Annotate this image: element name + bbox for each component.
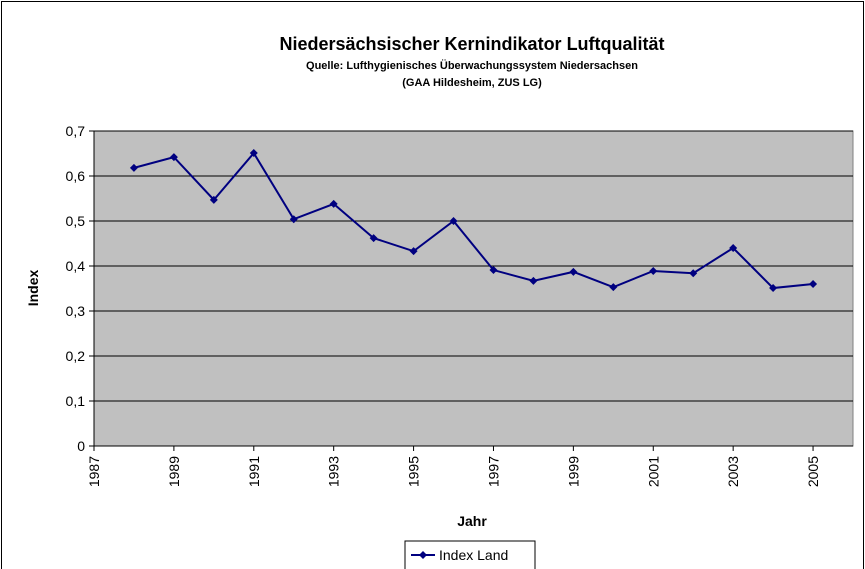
y-tick-label: 0: [77, 438, 85, 454]
data-point: [129, 163, 138, 172]
x-tick-label: 1997: [485, 456, 501, 487]
data-point: [249, 149, 258, 158]
y-axis-label: Index: [25, 270, 41, 307]
y-tick-label: 0,5: [66, 213, 86, 229]
y-tick-label: 0,4: [66, 258, 86, 274]
data-point: [449, 217, 458, 225]
data-point: [809, 280, 818, 288]
x-tick-label: 2003: [725, 456, 741, 487]
legend-marker: [419, 551, 427, 559]
data-point: [569, 267, 578, 276]
x-tick-label: 2005: [805, 456, 821, 487]
data-point: [209, 195, 218, 204]
data-point: [609, 283, 618, 292]
x-tick-label: 1991: [246, 456, 262, 487]
y-tick-label: 0,7: [66, 123, 86, 139]
x-tick-label: 1987: [86, 456, 102, 487]
series-line: [133, 151, 814, 290]
chart-title: Niedersächsischer Kernindikator Luftqual…: [279, 34, 664, 54]
data-point: [729, 244, 738, 252]
legend-label: Index Land: [439, 547, 508, 563]
y-tick-label: 0,3: [66, 303, 86, 319]
data-point: [649, 266, 658, 275]
y-tick-label: 0,1: [66, 393, 86, 409]
data-point: [489, 266, 498, 275]
chart-subtitle: Quelle: Lufthygienisches Überwachungssys…: [306, 59, 638, 72]
x-tick-label: 1999: [565, 456, 581, 487]
data-point: [769, 284, 778, 293]
x-tick-label: 2001: [645, 456, 661, 487]
x-tick-label: 1989: [166, 456, 182, 487]
chart-subtitle: (GAA Hildesheim, ZUS LG): [402, 77, 542, 89]
x-tick-label: 1993: [326, 456, 342, 487]
x-tick-label: 1995: [406, 456, 422, 487]
x-axis-label: Jahr: [457, 513, 487, 529]
data-point: [409, 247, 418, 256]
data-point: [329, 199, 338, 208]
data-point: [529, 276, 538, 285]
y-tick-label: 0,6: [66, 168, 86, 184]
plot-area: [93, 130, 854, 447]
data-point: [169, 153, 178, 162]
data-point: [289, 215, 298, 224]
y-tick-label: 0,2: [66, 348, 86, 364]
data-point: [689, 269, 698, 278]
data-point: [369, 234, 378, 243]
